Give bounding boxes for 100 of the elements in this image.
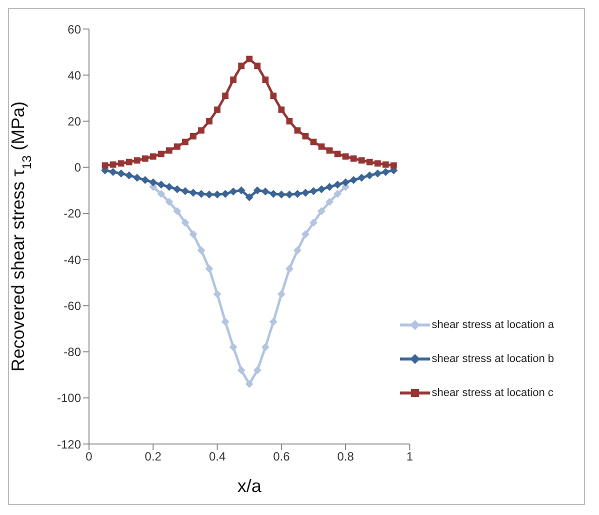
point: [197, 190, 206, 198]
point: [334, 180, 342, 189]
point: [262, 76, 269, 83]
point: [342, 153, 349, 160]
point: [269, 318, 278, 326]
point: [222, 92, 228, 100]
point: [245, 193, 254, 202]
point: [286, 118, 293, 124]
point: [309, 218, 318, 227]
point: [269, 190, 278, 198]
point: [206, 118, 212, 124]
y-tick-label: -60: [64, 298, 82, 313]
point: [110, 161, 116, 168]
point: [150, 153, 156, 160]
point: [190, 133, 196, 140]
y-tick-label: -20: [64, 206, 82, 221]
point: [213, 190, 222, 199]
point: [181, 187, 190, 196]
point: [157, 190, 166, 198]
point: [166, 147, 172, 154]
point: [301, 230, 310, 238]
point: [221, 318, 230, 326]
point: [205, 264, 214, 273]
point: [165, 182, 174, 191]
point: [261, 343, 270, 352]
x-tick-label: 0.6: [273, 450, 290, 464]
y-tick-label: -120: [56, 437, 82, 452]
point: [165, 198, 174, 206]
point: [189, 188, 198, 197]
point: [374, 160, 381, 167]
point: [157, 180, 166, 189]
point: [109, 168, 118, 176]
point: [302, 133, 309, 140]
point: [358, 157, 365, 164]
point: [229, 188, 238, 196]
point: [181, 218, 190, 227]
point: [118, 160, 124, 167]
point: [229, 343, 238, 352]
point: [293, 190, 302, 198]
x-tick-label: 0.2: [144, 450, 162, 464]
point: [285, 264, 294, 273]
point: [133, 174, 142, 182]
point: [253, 366, 262, 374]
y-tick-label: -100: [56, 391, 82, 406]
point: [142, 155, 148, 162]
point: [318, 207, 326, 216]
point: [374, 170, 382, 178]
legend-label: shear stress at location c: [432, 387, 554, 399]
point: [134, 157, 140, 164]
point: [198, 127, 204, 134]
x-tick-label: 0.8: [337, 450, 354, 464]
point: [158, 150, 164, 158]
point: [254, 62, 261, 70]
point: [270, 92, 277, 100]
point: [294, 127, 301, 134]
point: [334, 190, 342, 198]
point: [174, 143, 180, 150]
point: [173, 207, 182, 216]
point: [197, 246, 206, 254]
legend-label: shear stress at location a: [432, 319, 554, 331]
point: [173, 185, 182, 194]
point: [350, 176, 358, 184]
y-tick-label: 40: [68, 68, 82, 82]
point: [238, 62, 245, 70]
y-tick-label: 60: [68, 22, 82, 36]
point: [318, 185, 326, 194]
point: [221, 190, 230, 198]
point: [189, 230, 198, 238]
point: [301, 188, 310, 197]
point: [382, 161, 389, 168]
point: [246, 56, 253, 62]
point: [237, 186, 246, 194]
y-tick-label: 0: [74, 160, 82, 175]
x-tick-label: 0: [86, 450, 93, 464]
point: [126, 158, 132, 166]
legend-label: shear stress at location b: [432, 353, 554, 365]
point: [214, 106, 220, 113]
x-tick-label: 0.4: [208, 450, 226, 464]
point: [277, 290, 286, 298]
point: [205, 190, 214, 199]
point: [309, 187, 318, 196]
x-tick-label: 1: [406, 450, 414, 464]
y-tick-label: -40: [64, 252, 82, 267]
point: [213, 290, 222, 298]
point: [293, 246, 302, 254]
point: [253, 186, 262, 194]
x-axis-title: x/a: [237, 476, 262, 496]
point: [350, 155, 357, 162]
point: [141, 176, 150, 184]
point: [245, 380, 254, 388]
point: [326, 198, 334, 206]
point: [149, 178, 158, 186]
point: [182, 138, 188, 146]
point: [230, 76, 237, 83]
point: [125, 171, 134, 180]
point: [261, 188, 270, 196]
point: [342, 178, 350, 186]
point: [382, 168, 390, 176]
point: [117, 170, 126, 178]
point: [278, 106, 285, 113]
